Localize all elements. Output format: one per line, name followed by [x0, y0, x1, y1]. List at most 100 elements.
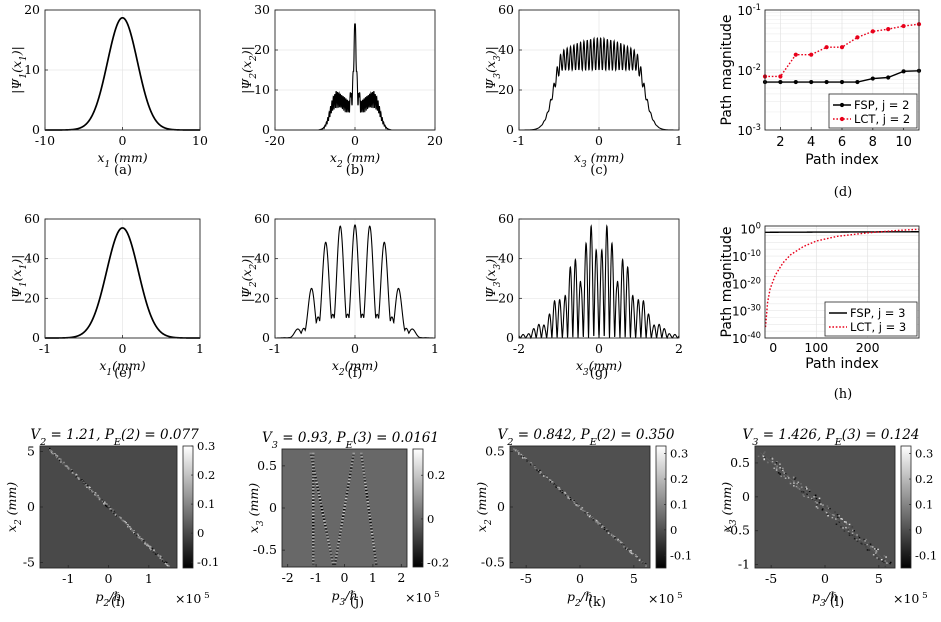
heatmap-cell: [126, 526, 129, 528]
heatmap-cell: [78, 478, 80, 480]
heatmap-cell: [313, 470, 316, 473]
heatmap-cell: [57, 458, 60, 460]
heatmap-cell: [137, 534, 140, 537]
heatmap-cell: [144, 541, 147, 544]
heatmap-cell: [48, 448, 50, 451]
heatmap-cell: [134, 533, 137, 535]
heatmap-cell: [312, 559, 315, 562]
heatmap-cell: [51, 450, 53, 453]
heatmap-cell: [325, 529, 328, 532]
y-tick-label: 30: [254, 2, 270, 17]
heatmap-cell: [312, 519, 315, 522]
heatmap-cell: [551, 481, 553, 483]
heatmap-cell: [588, 515, 591, 518]
heatmap-cell: [848, 532, 851, 535]
heatmap-cell: [811, 498, 814, 501]
heatmap-cell: [350, 467, 353, 469]
colorbar-tick-label: 0: [670, 523, 677, 537]
heatmap-cell: [601, 525, 604, 527]
colorbar-tick-label: -0.2: [427, 556, 449, 570]
heatmap-cell: [161, 557, 163, 559]
heatmap-cell: [824, 505, 826, 507]
heatmap-cell: [530, 462, 532, 464]
heatmap-cell: [329, 553, 333, 556]
heatmap-cell: [83, 481, 85, 484]
y-tick-label: 0: [506, 122, 514, 137]
y-tick-label: 10: [24, 62, 40, 77]
heatmap-cell: [129, 526, 131, 529]
heatmap-cell: [362, 470, 365, 473]
heatmap-cell: [344, 502, 347, 505]
heatmap-cell: [105, 505, 108, 508]
heatmap-cell: [869, 543, 872, 545]
axes-frame: [764, 225, 920, 339]
heatmap-cell: [310, 459, 314, 461]
heatmap-cell: [364, 486, 368, 489]
heatmap-cell: [766, 461, 769, 463]
heatmap-cell: [767, 461, 769, 464]
heatmap-cell: [835, 523, 838, 525]
heatmap-cell: [867, 541, 870, 544]
colorbar-tick-label: 0.2: [915, 472, 933, 486]
x-tick-label: 6: [838, 135, 846, 150]
panel-caption: (c): [590, 163, 607, 178]
heatmap-cell: [83, 480, 85, 483]
heatmap-cell: [360, 454, 363, 457]
heatmap-cell: [346, 486, 350, 489]
heatmap-cell: [581, 507, 584, 509]
heatmap-cell: [314, 478, 318, 481]
heatmap-cell: [312, 548, 315, 551]
heatmap-cell: [370, 527, 373, 530]
heatmap-cell: [330, 558, 334, 561]
heatmap-cell: [793, 478, 796, 480]
heatmap-cell: [364, 483, 367, 485]
heatmap-cell: [328, 547, 332, 549]
heatmap-cell: [150, 549, 153, 551]
x-axis-label: p2/ℏ: [567, 589, 593, 609]
heatmap-cell: [319, 503, 323, 506]
heatmap-cell: [344, 500, 347, 503]
data-point: [793, 79, 798, 85]
heatmap-cell: [331, 561, 334, 564]
heatmap-cell: [833, 514, 835, 516]
heatmap-cell: [330, 556, 334, 559]
heatmap-cell: [324, 527, 328, 530]
heatmap-cell: [598, 522, 600, 524]
heatmap-cell: [371, 535, 374, 538]
heatmap-cell: [763, 457, 766, 460]
panel-caption: (b): [346, 163, 364, 178]
heatmap-cell: [596, 521, 599, 523]
heatmap-cell: [363, 481, 367, 484]
heatmap-cell: [542, 475, 545, 477]
heatmap-cell: [794, 477, 797, 479]
heatmap-cell: [94, 494, 97, 496]
heatmap-cell: [761, 456, 763, 459]
heatmap-cell: [312, 540, 315, 543]
heatmap-cell: [316, 487, 320, 490]
heatmap-cell: [320, 505, 323, 508]
heatmap-cell: [342, 510, 346, 513]
heatmap-cell: [831, 514, 834, 516]
heatmap-cell: [336, 550, 339, 553]
heatmap-cell: [877, 548, 879, 551]
heatmap-cell: [838, 515, 840, 517]
heatmap-cell: [818, 502, 821, 504]
heatmap-cell: [361, 463, 365, 466]
heatmap-cell: [312, 534, 315, 537]
heatmap-cell: [847, 529, 850, 531]
heatmap-cell: [856, 540, 859, 542]
heatmap-cell: [345, 495, 348, 498]
heatmap-cell: [338, 537, 341, 540]
heatmap-cell: [339, 527, 343, 530]
heatmap-cell: [851, 534, 854, 536]
heatmap-cell: [826, 513, 829, 515]
heatmap-cell: [340, 521, 344, 524]
heatmap-cell: [98, 498, 101, 501]
heatmap-cell: [619, 541, 622, 543]
heatmap-cell: [870, 546, 872, 548]
x-tick-label: 1: [196, 341, 204, 356]
heatmap-cell: [363, 475, 366, 477]
panel-title: V3 = 0.93, PE(3) = 0.0161: [262, 430, 439, 451]
panel-d: 2 4 6 8 10 10-3 10-2 10-1 Path index Path magnitu…: [719, 2, 922, 200]
heatmap-cell: [344, 497, 348, 500]
